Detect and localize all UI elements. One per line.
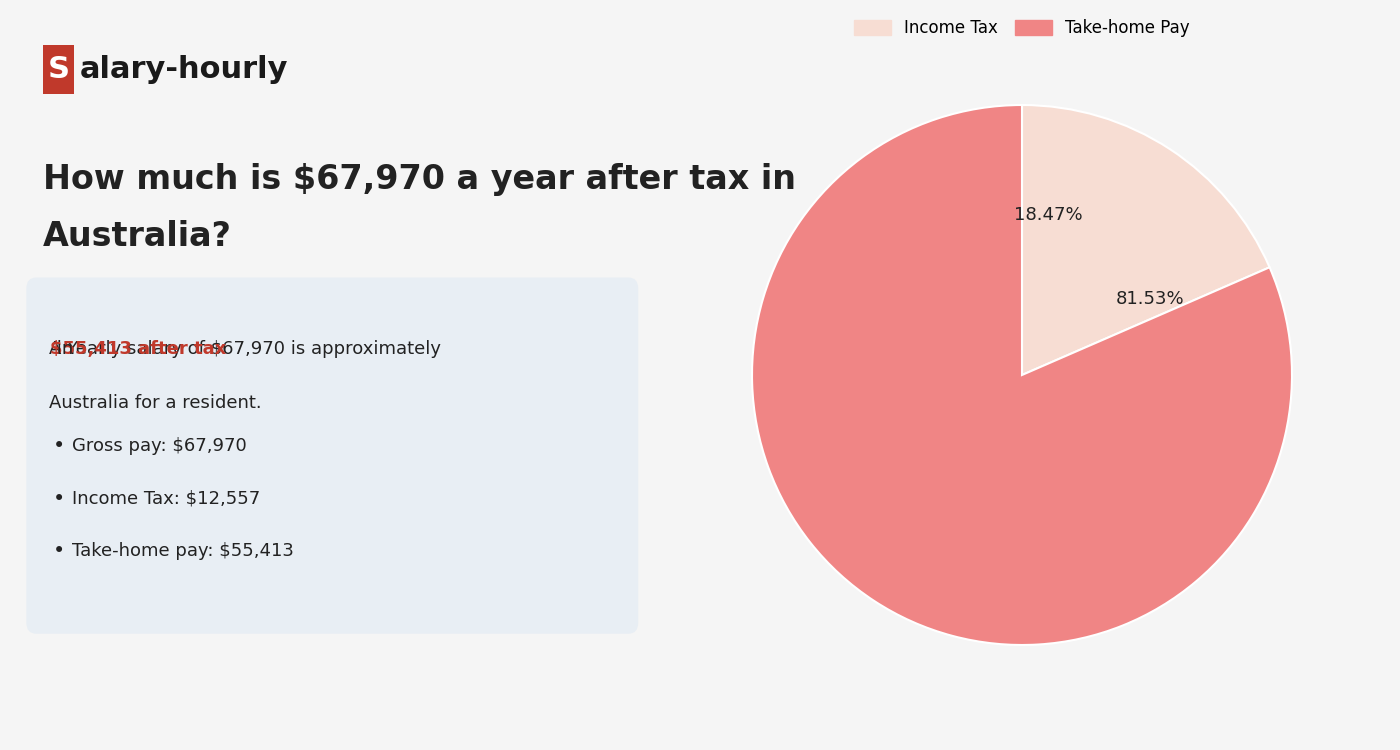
Text: alary-hourly: alary-hourly <box>80 55 288 84</box>
Wedge shape <box>1022 105 1270 375</box>
Legend: Income Tax, Take-home Pay: Income Tax, Take-home Pay <box>848 12 1196 44</box>
Wedge shape <box>752 105 1292 645</box>
Text: •: • <box>53 436 66 456</box>
Text: Income Tax: $12,557: Income Tax: $12,557 <box>73 490 260 508</box>
Text: How much is $67,970 a year after tax in: How much is $67,970 a year after tax in <box>43 164 795 196</box>
FancyBboxPatch shape <box>27 278 638 634</box>
Text: Australia?: Australia? <box>43 220 231 253</box>
Text: 18.47%: 18.47% <box>1014 206 1082 224</box>
Text: Take-home pay: $55,413: Take-home pay: $55,413 <box>73 542 294 560</box>
Text: •: • <box>53 489 66 508</box>
Text: A Yearly salary of $67,970 is approximately: A Yearly salary of $67,970 is approximat… <box>49 340 447 358</box>
Text: Australia for a resident.: Australia for a resident. <box>49 394 262 412</box>
Text: in: in <box>52 340 74 358</box>
FancyBboxPatch shape <box>43 45 74 94</box>
Text: $55,413 after tax: $55,413 after tax <box>50 340 227 358</box>
Text: 81.53%: 81.53% <box>1116 290 1184 308</box>
Text: •: • <box>53 542 66 561</box>
Text: Gross pay: $67,970: Gross pay: $67,970 <box>73 437 248 455</box>
Text: S: S <box>48 55 70 84</box>
